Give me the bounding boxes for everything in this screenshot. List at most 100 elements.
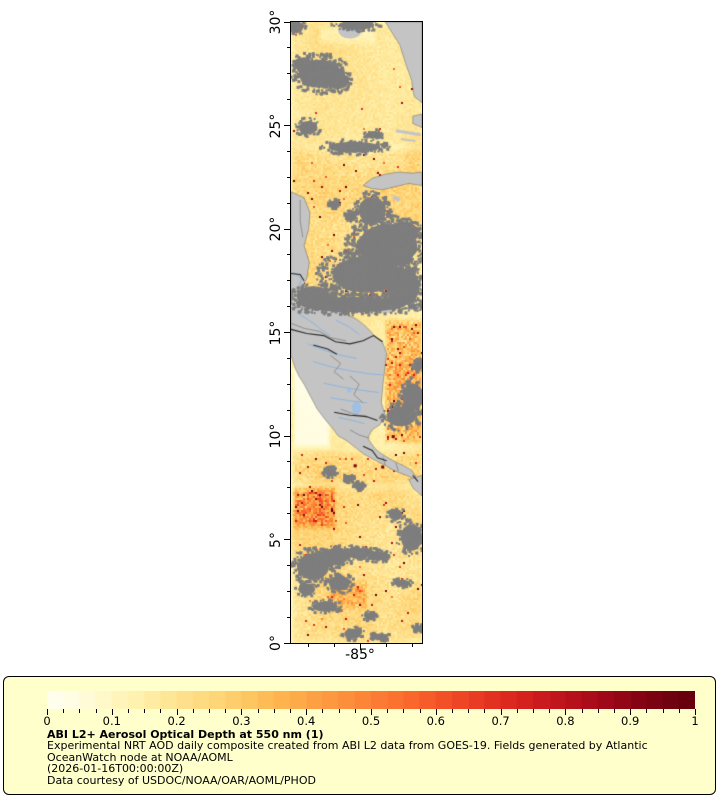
colorbar-minor-tick (128, 709, 129, 713)
lat-major-tick (284, 332, 291, 333)
legend-text-block: ABI L2+ Aerosol Optical Depth at 550 nm … (47, 729, 648, 786)
lat-major-tick (284, 21, 291, 23)
colorbar-tick-label: 0.4 (297, 714, 316, 728)
colorbar-tick-label: 1 (691, 714, 699, 728)
longitude-tick-label: -85° (345, 647, 375, 663)
colorbar-major-tick (176, 709, 178, 715)
colorbar-major-tick (630, 709, 632, 715)
lat-minor-tick (287, 47, 291, 49)
colorbar-minor-tick (225, 709, 227, 713)
colorbar-tick-label: 0.2 (167, 714, 186, 728)
colorbar-major-tick (695, 709, 696, 715)
lat-minor-tick (287, 176, 291, 178)
lat-tick-label: 20° (268, 216, 284, 242)
colorbar-tick-label: 0 (43, 714, 51, 728)
colorbar-minor-tick (290, 709, 291, 713)
colorbar-tick-label: 0.9 (621, 714, 640, 728)
legend-description: Experimental NRT AOD daily composite cre… (47, 740, 648, 786)
lat-minor-tick (287, 487, 291, 489)
lat-major-tick (284, 435, 291, 437)
colorbar-minor-tick (160, 709, 162, 713)
colorbar-minor-tick (614, 709, 615, 713)
lat-minor-tick (287, 383, 291, 385)
colorbar-gradient (47, 691, 695, 709)
colorbar-minor-tick (419, 709, 421, 713)
legend-title: ABI L2+ Aerosol Optical Depth at 550 nm … (47, 728, 324, 741)
lat-minor-tick (287, 564, 291, 566)
colorbar-minor-tick (192, 709, 194, 713)
lat-minor-tick (287, 306, 291, 308)
colorbar-major-tick (111, 709, 113, 715)
colorbar-minor-tick (452, 709, 453, 713)
colorbar-minor-tick (468, 709, 470, 713)
colorbar-minor-tick (95, 709, 97, 713)
legend-line: (2026-01-16T00:00:00Z) (47, 762, 184, 776)
colorbar-minor-tick (273, 709, 275, 713)
lat-major-tick (284, 228, 291, 230)
lat-major-tick (284, 125, 291, 126)
lat-tick-label: 30° (268, 9, 284, 35)
colorbar-major-tick (241, 709, 243, 715)
lat-major-tick (284, 539, 291, 540)
colorbar-minor-tick (144, 709, 146, 713)
lat-minor-tick (287, 461, 291, 463)
colorbar-tick-label: 0.8 (556, 714, 575, 728)
lon-minor-tick (334, 643, 335, 647)
lat-minor-tick (287, 99, 291, 101)
lat-tick-label: 10° (268, 423, 284, 449)
colorbar-minor-tick (257, 709, 259, 713)
colorbar-tick-label: 0.7 (491, 714, 510, 728)
lat-minor-tick (287, 254, 291, 256)
colorbar-major-tick (565, 709, 567, 715)
colorbar-minor-tick (63, 709, 65, 713)
colorbar-tick-label: 0.1 (102, 714, 121, 728)
lat-minor-tick (287, 616, 291, 618)
legend-line: Experimental NRT AOD daily composite cre… (47, 739, 648, 753)
map-plot-frame (290, 21, 423, 644)
colorbar-minor-tick (387, 709, 389, 713)
colorbar-minor-tick (678, 709, 680, 713)
colorbar-major-tick (306, 709, 308, 715)
colorbar-tick-label: 0.3 (232, 714, 251, 728)
colorbar-minor-tick (338, 709, 340, 713)
colorbar-minor-tick (354, 709, 356, 713)
colorbar-minor-tick (662, 709, 664, 713)
colorbar-tick-label: 0.6 (426, 714, 445, 728)
aod-map-canvas (291, 22, 422, 643)
colorbar-legend-panel: 0 0.1 0.2 0.3 0.4 0.5 0.6 0.7 0.8 0.9 1 ABI L2+ Ae… (3, 676, 716, 795)
colorbar-tick-label: 0.5 (361, 714, 381, 728)
lat-tick-label: 5° (268, 531, 284, 548)
lat-tick-label: 25° (268, 113, 284, 138)
lat-minor-tick (287, 513, 291, 515)
colorbar-minor-tick (646, 709, 648, 713)
colorbar-minor-tick (209, 709, 210, 713)
colorbar-major-tick (47, 709, 48, 715)
lat-major-tick (284, 642, 291, 644)
colorbar-minor-tick (403, 709, 405, 713)
lat-minor-tick (287, 150, 291, 152)
colorbar-minor-tick (533, 709, 534, 713)
colorbar-minor-tick (549, 709, 551, 713)
lat-minor-tick (287, 280, 291, 282)
lon-minor-tick (412, 643, 413, 647)
lat-minor-tick (287, 73, 291, 75)
colorbar-major-tick (500, 709, 502, 715)
colorbar-minor-tick (597, 709, 599, 713)
colorbar-minor-tick (79, 709, 81, 713)
legend-line: OceanWatch node at NOAA/AOML (47, 750, 233, 764)
lon-minor-tick (386, 643, 387, 647)
lat-minor-tick (287, 357, 291, 359)
colorbar-major-tick (435, 709, 437, 715)
lat-tick-label: 0° (268, 635, 284, 651)
colorbar-minor-tick (322, 709, 324, 713)
lat-minor-tick (287, 590, 291, 592)
lat-tick-label: 15° (268, 320, 284, 345)
lat-minor-tick (287, 202, 291, 204)
colorbar-minor-tick (581, 709, 583, 713)
lon-major-tick (360, 643, 361, 650)
colorbar-major-tick (371, 709, 372, 715)
colorbar-minor-tick (516, 709, 518, 713)
lon-minor-tick (308, 643, 309, 647)
colorbar-minor-tick (484, 709, 486, 713)
